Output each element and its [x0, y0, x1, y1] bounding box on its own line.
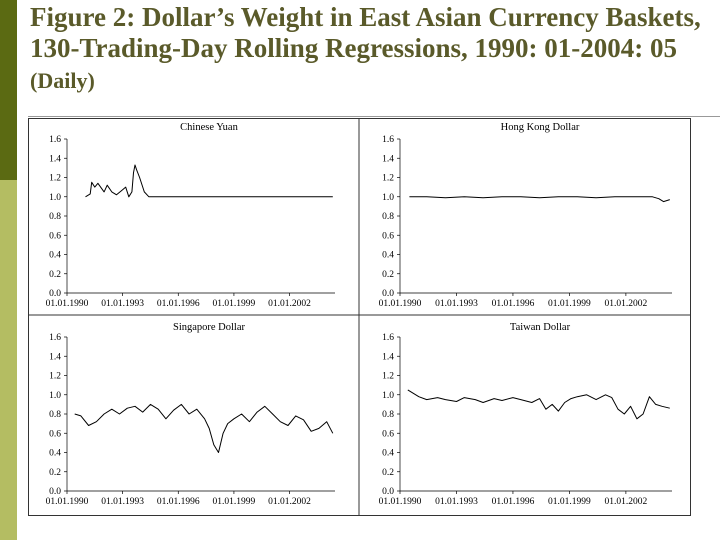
- x-tick-label: 01.01.1996: [492, 299, 535, 309]
- y-tick-label: 1.4: [49, 154, 61, 164]
- slide-title-main: Figure 2: Dollar’s Weight in East Asian …: [30, 2, 701, 63]
- series-line-singapore-dollar: [74, 403, 334, 453]
- y-tick-label: 0.6: [382, 231, 394, 241]
- x-tick-label: 01.01.1999: [213, 299, 256, 309]
- y-tick-label: 0.6: [49, 429, 61, 439]
- y-tick-label: 1.2: [49, 174, 61, 184]
- x-tick-label: 01.01.1993: [435, 497, 478, 507]
- y-tick-label: 0.4: [49, 251, 61, 261]
- y-tick-label: 0.0: [49, 487, 61, 497]
- x-tick-label: 01.01.1996: [157, 497, 200, 507]
- y-tick-label: 1.2: [382, 174, 394, 184]
- y-tick-label: 1.2: [382, 372, 394, 382]
- title-band-dark: [0, 0, 17, 180]
- y-tick-label: 0.8: [382, 410, 394, 420]
- x-tick-label: 01.01.1990: [379, 497, 422, 507]
- panel-taiwan-dollar: Taiwan Dollar 1.6 1.4 1.2 1.0 0.8 0.6 0.4 0.2 0.0…: [379, 322, 672, 507]
- y-tick-label: 1.0: [49, 193, 61, 203]
- x-tick-label: 01.01.2002: [605, 299, 648, 309]
- chart-figure: Chinese Yuan 1.6 1.4 1.2 1.0 0.8 0.6 0.4 0.2 0.0 0…: [28, 118, 691, 516]
- chart-grid: Chinese Yuan1.61.41.21.00.80.60.40.20.00…: [29, 119, 690, 515]
- x-tick-label: 01.01.1999: [548, 299, 591, 309]
- y-tick-label: 1.0: [49, 391, 61, 401]
- panel-title-taiwan-dollar: Taiwan Dollar: [510, 322, 571, 333]
- y-tick-label: 0.0: [382, 487, 394, 497]
- y-tick-label: 1.6: [49, 135, 61, 145]
- series-line-hong-kong-dollar: [409, 196, 670, 203]
- y-tick-label: 1.4: [382, 352, 394, 362]
- slide-title-suffix: (Daily): [30, 68, 95, 93]
- y-tick-label: 0.2: [49, 468, 61, 478]
- slide-title: Figure 2: Dollar’s Weight in East Asian …: [30, 2, 715, 96]
- y-tick-label: 0.8: [49, 410, 61, 420]
- x-tick-label: 01.01.1999: [213, 497, 256, 507]
- x-tick-label: 01.01.2002: [605, 497, 648, 507]
- y-tick-label: 1.4: [49, 352, 61, 362]
- x-tick-label: 01.01.1996: [157, 299, 200, 309]
- x-tick-label: 01.01.1996: [492, 497, 535, 507]
- y-tick-label: 1.6: [382, 333, 394, 343]
- y-tick-label: 0.8: [382, 212, 394, 222]
- x-tick-label: 01.01.1993: [101, 299, 144, 309]
- y-tick-label: 1.6: [49, 333, 61, 343]
- y-tick-label: 0.2: [382, 468, 394, 478]
- x-tick-label: 01.01.1990: [379, 299, 422, 309]
- y-tick-label: 0.0: [49, 289, 61, 299]
- x-tick-label: 01.01.1993: [435, 299, 478, 309]
- y-tick-label: 1.0: [382, 391, 394, 401]
- x-tick-label: 01.01.1999: [548, 497, 591, 507]
- x-tick-label: 01.01.1990: [46, 299, 89, 309]
- x-tick-label: 01.01.1990: [46, 497, 89, 507]
- y-tick-label: 1.6: [382, 135, 394, 145]
- panel-singapore-dollar: Singapore Dollar 1.6 1.4 1.2 1.0 0.8 0.6 0.4 0.2…: [46, 322, 335, 507]
- panel-title-hong-kong-dollar: Hong Kong Dollar: [501, 122, 580, 133]
- y-tick-label: 0.8: [49, 212, 61, 222]
- y-tick-label: 0.4: [382, 251, 394, 261]
- y-tick-label: 1.0: [382, 193, 394, 203]
- y-tick-label: 1.2: [49, 372, 61, 382]
- panel-chinese-yuan: Chinese Yuan1.61.41.21.00.80.60.40.20.00…: [46, 122, 335, 309]
- body-band-light: [0, 180, 17, 540]
- x-tick-label: 01.01.2002: [268, 299, 311, 309]
- y-tick-label: 0.2: [49, 270, 61, 280]
- y-tick-label: 0.6: [49, 231, 61, 241]
- panel-title-singapore-dollar: Singapore Dollar: [173, 322, 246, 333]
- y-tick-label: 0.4: [382, 449, 394, 459]
- y-tick-label: 0.2: [382, 270, 394, 280]
- panel-title-chinese-yuan: Chinese Yuan: [180, 122, 238, 133]
- x-tick-label: 01.01.2002: [268, 497, 311, 507]
- y-tick-label: 0.6: [382, 429, 394, 439]
- title-divider: [28, 116, 720, 117]
- series-line-taiwan-dollar: [407, 389, 670, 420]
- y-tick-label: 1.4: [382, 154, 394, 164]
- series-line-chinese-yuan: [85, 164, 333, 198]
- x-tick-label: 01.01.1993: [101, 497, 144, 507]
- y-tick-label: 0.4: [49, 449, 61, 459]
- y-tick-label: 0.0: [382, 289, 394, 299]
- panel-hong-kong-dollar: Hong Kong Dollar 1.6 1.4 1.2 1.0 0.8 0.6 0.4 0.2…: [379, 122, 672, 309]
